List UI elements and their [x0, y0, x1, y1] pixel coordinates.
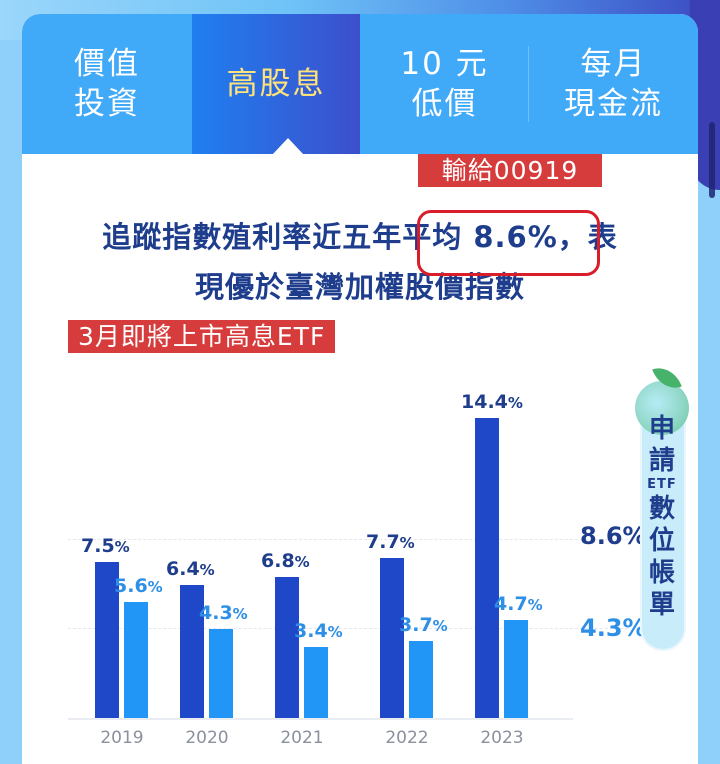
tab-value-investing[interactable]: 價值 投資 — [22, 14, 192, 154]
globe-icon — [635, 381, 689, 435]
bar-value-label: 4.3% — [199, 602, 248, 624]
bar-2021-taiex — [304, 647, 328, 718]
bar-value-label: 3.7% — [399, 614, 448, 636]
avg-label-light: 4.3% — [580, 614, 647, 642]
lose-annotation-tag: 輸給00919 — [418, 154, 602, 187]
bar-value-label: 6.4% — [166, 558, 215, 580]
bar-2019-index — [95, 562, 119, 718]
bar-2021-index — [275, 577, 299, 718]
bar-value-label: 4.7% — [494, 593, 543, 615]
tab-low-price[interactable]: 10 元 低價 — [360, 14, 529, 154]
x-axis-year-label: 2021 — [280, 728, 324, 748]
gridline-avg-dark — [68, 539, 628, 540]
bar-2020-taiex — [209, 629, 233, 718]
headline-highlight: 平均 8.6% — [402, 220, 558, 254]
x-axis-year-label: 2020 — [185, 728, 229, 748]
dividend-yield-bar-chart: 8.6% 4.3% 7.5% 5.6% 2019 6.4% 4.3% 2020 6.8% 3.… — [22, 354, 698, 764]
bar-2023-taiex — [504, 620, 528, 718]
headline-line-1: 追蹤指數殖利率近五年平均 8.6%，表 — [102, 220, 618, 254]
bar-value-label: 5.6% — [114, 575, 163, 597]
bar-2023-index — [475, 418, 499, 718]
tab-label: 價值 投資 — [74, 46, 140, 122]
x-axis-baseline — [68, 718, 573, 720]
active-tab-pointer — [272, 138, 304, 155]
tab-high-dividend[interactable]: 高股息 — [192, 14, 360, 155]
gridline-avg-light — [68, 628, 628, 629]
x-axis-year-label: 2019 — [100, 728, 144, 748]
bar-2020-index — [180, 585, 204, 718]
content-card: 價值 投資 高股息 10 元 低價 每月 現金流 輸給00919 追蹤指數殖利率… — [22, 14, 698, 764]
tab-bar: 價值 投資 高股息 10 元 低價 每月 現金流 — [22, 14, 698, 155]
bar-2019-taiex — [124, 602, 148, 718]
bar-value-label: 14.4% — [461, 391, 523, 413]
bar-2022-index — [380, 558, 404, 718]
bar-value-label: 7.7% — [366, 531, 415, 553]
bar-2022-taiex — [409, 641, 433, 718]
tab-label: 每月 現金流 — [564, 46, 663, 122]
bar-value-label: 6.8% — [261, 550, 310, 572]
bar-value-label: 7.5% — [81, 535, 130, 557]
x-axis-year-label: 2022 — [385, 728, 429, 748]
highlight-circle-annotation — [417, 210, 600, 276]
tab-monthly-cashflow[interactable]: 每月 現金流 — [529, 14, 698, 154]
launch-annotation-tag: 3月即將上市高息ETF — [68, 320, 336, 353]
bar-value-label: 3.4% — [294, 620, 343, 642]
scrollbar[interactable] — [709, 122, 715, 198]
badge-text: 申 請 ETF 數 位 帳 單 — [647, 414, 677, 620]
apply-etf-statement-badge[interactable]: 申 請 ETF 數 位 帳 單 — [634, 362, 690, 652]
avg-label-dark: 8.6% — [580, 522, 647, 550]
headline: 追蹤指數殖利率近五年平均 8.6%，表 現優於臺灣加權股價指數 — [22, 212, 698, 312]
x-axis-year-label: 2023 — [480, 728, 524, 748]
tab-label: 10 元 低價 — [400, 46, 489, 122]
tab-label: 高股息 — [226, 66, 326, 102]
badge-pill — [640, 403, 686, 651]
